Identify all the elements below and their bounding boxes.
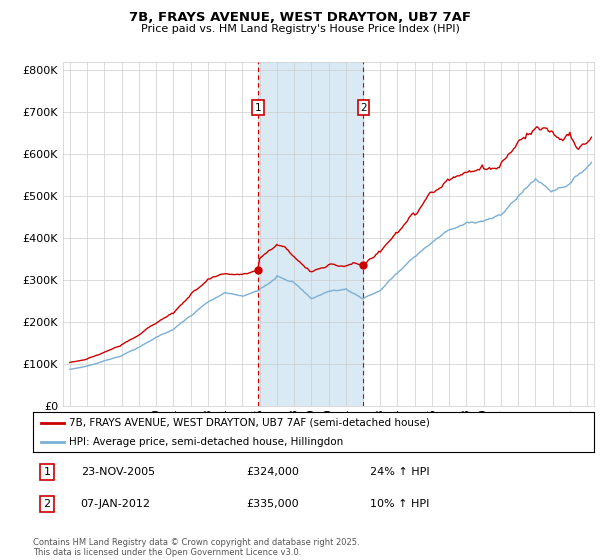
Text: 7B, FRAYS AVENUE, WEST DRAYTON, UB7 7AF (semi-detached house): 7B, FRAYS AVENUE, WEST DRAYTON, UB7 7AF … [70, 418, 430, 428]
Text: 07-JAN-2012: 07-JAN-2012 [80, 499, 151, 509]
Bar [258, 62, 364, 406]
Text: HPI: Average price, semi-detached house, Hillingdon: HPI: Average price, semi-detached house,… [70, 437, 344, 447]
Text: 24% ↑ HPI: 24% ↑ HPI [370, 467, 429, 477]
Text: 23-NOV-2005: 23-NOV-2005 [80, 467, 155, 477]
Text: 1: 1 [254, 103, 261, 113]
Text: Contains HM Land Registry data © Crown copyright and database right 2025.
This d: Contains HM Land Registry data © Crown c… [33, 538, 359, 557]
Text: £324,000: £324,000 [246, 467, 299, 477]
Text: 2: 2 [360, 103, 367, 113]
Text: £335,000: £335,000 [246, 499, 299, 509]
Text: Price paid vs. HM Land Registry's House Price Index (HPI): Price paid vs. HM Land Registry's House … [140, 24, 460, 34]
Text: 7B, FRAYS AVENUE, WEST DRAYTON, UB7 7AF: 7B, FRAYS AVENUE, WEST DRAYTON, UB7 7AF [129, 11, 471, 24]
Text: 10% ↑ HPI: 10% ↑ HPI [370, 499, 429, 509]
Text: 1: 1 [44, 467, 50, 477]
Text: 2: 2 [43, 499, 50, 509]
